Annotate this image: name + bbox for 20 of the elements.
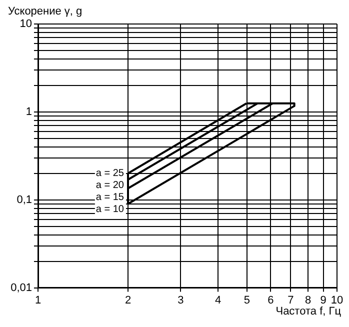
series-label: a = 10 [96, 204, 124, 216]
y-tick-label: 10 [20, 18, 32, 30]
x-tick-label: 8 [304, 294, 312, 306]
x-tick-label: 7 [288, 294, 294, 306]
y-tick-label: 1 [26, 106, 32, 118]
x-tick-label: 3 [178, 294, 184, 306]
series-label: a = 25 [96, 168, 124, 180]
y-tick-label: 0,1 [16, 194, 32, 206]
y-tick-label: 0,01 [10, 282, 32, 294]
x-tick-label: 10 [330, 294, 344, 306]
x-tick-label: 1 [34, 294, 42, 306]
x-tick-label: 6 [268, 294, 274, 306]
series-label: a = 15 [96, 192, 124, 204]
x-tick-label: 4 [214, 294, 222, 306]
y-axis-title: Ускорение γ, g [8, 6, 82, 18]
x-tick-label: 2 [124, 294, 132, 306]
series-label: a = 20 [96, 180, 124, 192]
x-tick-label: 9 [320, 294, 326, 306]
x-axis-title: Частота f, Гц [276, 305, 342, 318]
x-tick-label: 5 [244, 294, 250, 306]
